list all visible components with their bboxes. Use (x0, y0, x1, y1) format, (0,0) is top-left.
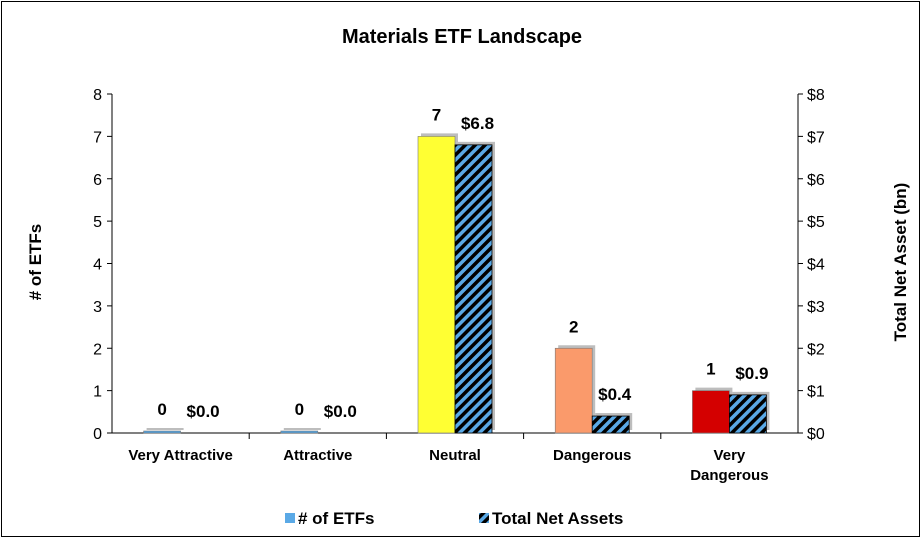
y2-tick-label: $1 (807, 384, 825, 401)
data-label-etf-count: 1 (706, 360, 715, 379)
y-tick-label: 8 (93, 87, 102, 104)
x-category-label: Very (714, 447, 746, 464)
y2-tick-label: $0 (807, 426, 825, 443)
y2-tick-label: $5 (807, 214, 825, 231)
y2-tick-label: $4 (807, 257, 825, 274)
bar-etf-count (417, 136, 456, 434)
y-axis-title: # of ETFs (26, 224, 45, 301)
x-category-label: Attractive (283, 447, 352, 464)
data-label-etf-count: 0 (295, 400, 304, 419)
data-label-etf-count: 0 (157, 400, 166, 419)
bar-etf-count (280, 430, 319, 434)
y2-tick-label: $2 (807, 341, 825, 358)
bar-etf-count (143, 430, 181, 434)
data-label-etf-count: 7 (432, 105, 441, 124)
y-tick-label: 2 (93, 341, 102, 358)
y2-tick-label: $7 (807, 129, 825, 146)
chart-title: Materials ETF Landscape (342, 26, 582, 48)
legend-label-etf-count: # of ETFs (298, 509, 375, 528)
bar-net-assets (454, 144, 493, 434)
y2-axis-title: Total Net Asset (bn) (891, 183, 910, 342)
x-category-label: Dangerous (553, 447, 631, 464)
y-tick-label: 5 (93, 214, 102, 231)
legend-swatch-etf-count (285, 513, 295, 523)
legend-label-net-assets: Total Net Assets (492, 509, 623, 528)
bar-etf-count (554, 347, 593, 434)
data-label-net-assets: $0.4 (598, 385, 632, 404)
y2-tick-label: $8 (807, 87, 825, 104)
y2-tick-label: $6 (807, 172, 825, 189)
bar-net-assets (591, 415, 630, 434)
y-tick-label: 0 (93, 426, 102, 443)
data-label-net-assets: $6.8 (461, 114, 494, 133)
bar-shadow (146, 428, 184, 430)
y-tick-label: 1 (93, 384, 102, 401)
legend-swatch-net-assets (479, 513, 489, 523)
data-label-net-assets: $0.9 (735, 364, 768, 383)
data-label-etf-count: 2 (569, 317, 578, 336)
bar-etf-count (692, 390, 730, 434)
bar-shadow (283, 428, 321, 430)
bar-net-assets (729, 394, 767, 434)
y-tick-label: 3 (93, 299, 102, 316)
data-label-net-assets: $0.0 (324, 402, 357, 421)
x-category-label: Neutral (429, 447, 481, 464)
x-category-label: Dangerous (690, 467, 768, 484)
x-category-label: Very Attractive (128, 447, 233, 464)
legend: # of ETFs Total Net Assets (285, 509, 623, 528)
y-tick-label: 6 (93, 172, 102, 189)
y-tick-label: 4 (93, 257, 102, 274)
y-tick-label: 7 (93, 129, 102, 146)
data-label-net-assets: $0.0 (187, 402, 220, 421)
y2-tick-label: $3 (807, 299, 825, 316)
